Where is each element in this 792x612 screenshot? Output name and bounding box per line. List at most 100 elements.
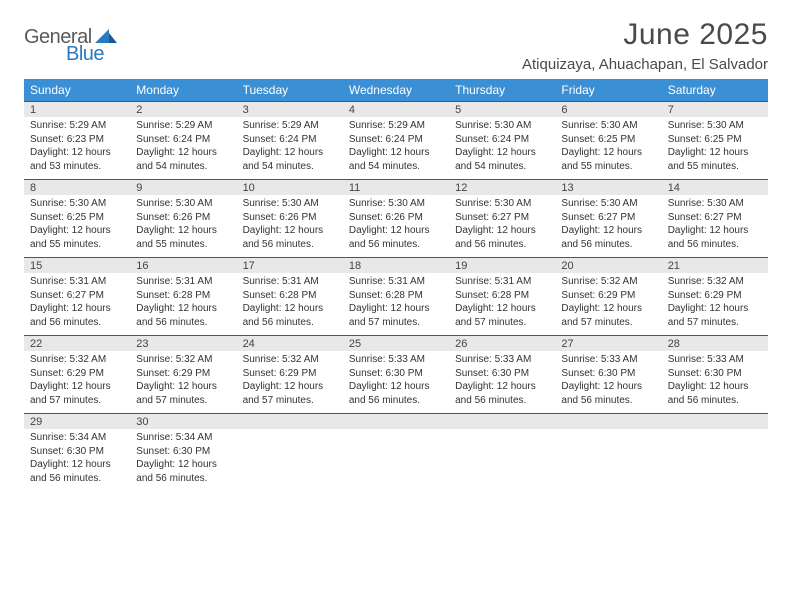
daylight-line: Daylight: 12 hours and 56 minutes.: [136, 302, 230, 329]
daylight-line: Daylight: 12 hours and 56 minutes.: [349, 224, 443, 251]
content-row: Sunrise: 5:31 AMSunset: 6:27 PMDaylight:…: [24, 273, 768, 336]
content-row: Sunrise: 5:32 AMSunset: 6:29 PMDaylight:…: [24, 351, 768, 414]
day-content-cell: Sunrise: 5:30 AMSunset: 6:26 PMDaylight:…: [130, 195, 236, 258]
day-number-cell: 28: [662, 336, 768, 352]
daylight-line: Daylight: 12 hours and 55 minutes.: [668, 146, 762, 173]
daylight-line: Daylight: 12 hours and 56 minutes.: [668, 224, 762, 251]
day-content-cell: Sunrise: 5:34 AMSunset: 6:30 PMDaylight:…: [130, 429, 236, 491]
day-content-cell: Sunrise: 5:30 AMSunset: 6:25 PMDaylight:…: [555, 117, 661, 180]
sunset-line: Sunset: 6:27 PM: [455, 211, 549, 225]
day-number-cell: 11: [343, 180, 449, 196]
day-content-cell: Sunrise: 5:30 AMSunset: 6:27 PMDaylight:…: [449, 195, 555, 258]
sunrise-line: Sunrise: 5:30 AM: [349, 197, 443, 211]
day-content-cell: Sunrise: 5:30 AMSunset: 6:26 PMDaylight:…: [343, 195, 449, 258]
sunset-line: Sunset: 6:29 PM: [243, 367, 337, 381]
day-number-cell: 8: [24, 180, 130, 196]
day-number-cell: 12: [449, 180, 555, 196]
calendar-table: Sunday Monday Tuesday Wednesday Thursday…: [24, 79, 768, 491]
sunset-line: Sunset: 6:30 PM: [30, 445, 124, 459]
sunset-line: Sunset: 6:25 PM: [668, 133, 762, 147]
sunrise-line: Sunrise: 5:34 AM: [136, 431, 230, 445]
sunset-line: Sunset: 6:29 PM: [30, 367, 124, 381]
sunrise-line: Sunrise: 5:29 AM: [349, 119, 443, 133]
day-content-cell: Sunrise: 5:34 AMSunset: 6:30 PMDaylight:…: [24, 429, 130, 491]
day-number-cell: 9: [130, 180, 236, 196]
content-row: Sunrise: 5:29 AM Sunset: 6:23 PM Daylight:…: [24, 117, 768, 180]
sunrise-line: Sunrise: 5:32 AM: [30, 353, 124, 367]
sunrise-line: Sunrise: 5:31 AM: [349, 275, 443, 289]
daynum-row: 891011121314: [24, 180, 768, 196]
day-number-cell: 29: [24, 414, 130, 430]
sunset-line: Sunset: 6:25 PM: [30, 211, 124, 225]
calendar-head: Sunday Monday Tuesday Wednesday Thursday…: [24, 79, 768, 102]
day-number-cell: 17: [237, 258, 343, 274]
day-content-cell: Sunrise: 5:30 AMSunset: 6:27 PMDaylight:…: [662, 195, 768, 258]
sunset-line: Sunset: 6:26 PM: [243, 211, 337, 225]
sunrise-line: Sunrise: 5:32 AM: [243, 353, 337, 367]
day-content-cell: Sunrise: 5:33 AMSunset: 6:30 PMDaylight:…: [555, 351, 661, 414]
daylight-line: Daylight: 12 hours and 57 minutes.: [349, 302, 443, 329]
daylight-line: Daylight: 12 hours and 55 minutes.: [561, 146, 655, 173]
sunset-line: Sunset: 6:28 PM: [243, 289, 337, 303]
sunrise-line: Sunrise: 5:30 AM: [136, 197, 230, 211]
day-number-cell: 5: [449, 102, 555, 118]
sunset-line: Sunset: 6:30 PM: [455, 367, 549, 381]
day-header: Wednesday: [343, 79, 449, 102]
sunrise-line: Sunrise: 5:33 AM: [349, 353, 443, 367]
day-content-cell: Sunrise: 5:31 AMSunset: 6:28 PMDaylight:…: [449, 273, 555, 336]
content-row: Sunrise: 5:34 AMSunset: 6:30 PMDaylight:…: [24, 429, 768, 491]
sunrise-line: Sunrise: 5:33 AM: [561, 353, 655, 367]
day-number-cell: 2: [130, 102, 236, 118]
logo-text-blue: Blue: [66, 43, 117, 66]
location: Atiquizaya, Ahuachapan, El Salvador: [522, 56, 768, 73]
day-number-cell: 19: [449, 258, 555, 274]
daylight-line: Daylight: 12 hours and 57 minutes.: [455, 302, 549, 329]
sunrise-line: Sunrise: 5:30 AM: [243, 197, 337, 211]
sunset-line: Sunset: 6:28 PM: [455, 289, 549, 303]
sunrise-line: Sunrise: 5:32 AM: [136, 353, 230, 367]
day-content-cell: Sunrise: 5:30 AMSunset: 6:25 PMDaylight:…: [662, 117, 768, 180]
sunset-line: Sunset: 6:24 PM: [243, 133, 337, 147]
day-content-cell: Sunrise: 5:29 AMSunset: 6:24 PMDaylight:…: [237, 117, 343, 180]
logo: General Blue: [24, 18, 117, 66]
sunrise-line: Sunrise: 5:32 AM: [561, 275, 655, 289]
day-number-cell: 21: [662, 258, 768, 274]
sunrise-line: Sunrise: 5:31 AM: [243, 275, 337, 289]
sunset-line: Sunset: 6:26 PM: [349, 211, 443, 225]
sunrise-line: Sunrise: 5:34 AM: [30, 431, 124, 445]
day-header: Monday: [130, 79, 236, 102]
daynum-row: 15161718192021: [24, 258, 768, 274]
daylight-line: Daylight: 12 hours and 56 minutes.: [561, 224, 655, 251]
day-number-cell: 20: [555, 258, 661, 274]
sunset-line: Sunset: 6:28 PM: [136, 289, 230, 303]
sunrise-line: Sunrise: 5:29 AM: [243, 119, 337, 133]
sunset-line: Sunset: 6:25 PM: [561, 133, 655, 147]
calendar-body: 1234567Sunrise: 5:29 AMSunset: 6:23 PMDa…: [24, 102, 768, 492]
sunset-line: Sunset: 6:23 PM: [30, 133, 124, 147]
sunset-line: Sunset: 6:28 PM: [349, 289, 443, 303]
day-number-cell: 23: [130, 336, 236, 352]
sunrise-line: Sunrise: 5:29 AM: [136, 119, 230, 133]
day-content-cell: Sunrise: 5:29 AMSunset: 6:24 PMDaylight:…: [343, 117, 449, 180]
day-number-cell: [343, 414, 449, 430]
day-content-cell: [662, 429, 768, 491]
sunset-line: Sunset: 6:26 PM: [136, 211, 230, 225]
sunrise-line: Sunrise: 5:33 AM: [668, 353, 762, 367]
sunset-line: Sunset: 6:24 PM: [136, 133, 230, 147]
sunrise-line: Sunrise: 5:30 AM: [668, 197, 762, 211]
daylight-line: Daylight: 12 hours and 56 minutes.: [243, 302, 337, 329]
sunset-line: Sunset: 6:30 PM: [561, 367, 655, 381]
day-number-cell: 26: [449, 336, 555, 352]
daylight-line: Daylight: 12 hours and 55 minutes.: [136, 224, 230, 251]
daylight-line: Daylight: 12 hours and 56 minutes.: [561, 380, 655, 407]
daylight-line: Daylight: 12 hours and 56 minutes.: [455, 224, 549, 251]
day-content-cell: [555, 429, 661, 491]
sunset-line: Sunset: 6:24 PM: [349, 133, 443, 147]
day-content-cell: Sunrise: 5:32 AMSunset: 6:29 PMDaylight:…: [24, 351, 130, 414]
day-content-cell: [237, 429, 343, 491]
day-content-cell: Sunrise: 5:32 AMSunset: 6:29 PMDaylight:…: [662, 273, 768, 336]
day-content-cell: Sunrise: 5:32 AMSunset: 6:29 PMDaylight:…: [237, 351, 343, 414]
day-content-cell: Sunrise: 5:30 AMSunset: 6:26 PMDaylight:…: [237, 195, 343, 258]
day-number-cell: [449, 414, 555, 430]
day-content-cell: Sunrise: 5:33 AMSunset: 6:30 PMDaylight:…: [662, 351, 768, 414]
